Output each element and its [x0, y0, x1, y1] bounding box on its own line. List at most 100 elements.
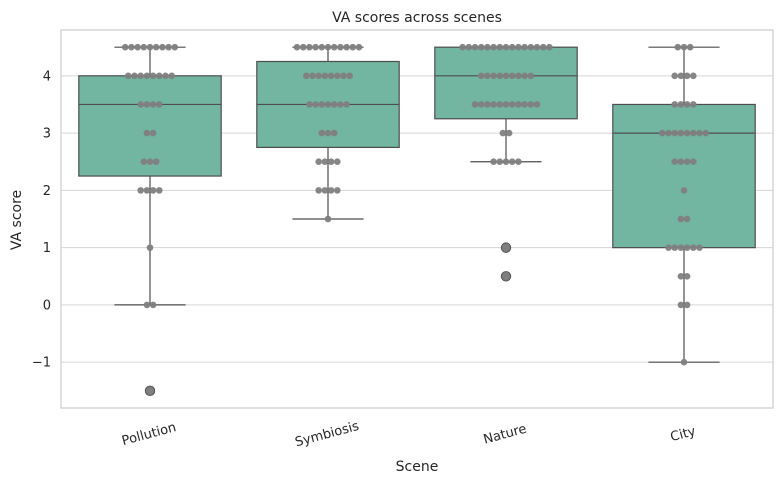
y-axis-label: VA score	[9, 190, 25, 250]
swarm-point	[484, 43, 491, 51]
swarm-point	[162, 72, 169, 80]
swarm-symbiosis	[293, 43, 363, 223]
swarm-point	[490, 72, 497, 80]
swarm-point	[484, 72, 491, 80]
swarm-point	[683, 215, 691, 223]
swarm-point	[324, 101, 332, 108]
swarm-point	[508, 43, 516, 51]
swarm-point	[337, 101, 344, 108]
swarm-point	[159, 43, 166, 51]
swarm-point	[330, 101, 338, 108]
swarm-point	[330, 43, 338, 51]
swarm-point	[671, 158, 678, 166]
swarm-point	[686, 43, 694, 51]
y-tick-label: 3	[43, 127, 51, 142]
y-tick-label: 2	[43, 184, 51, 199]
swarm-point	[515, 158, 522, 166]
swarm-point	[683, 129, 691, 137]
boxes-layer	[78, 46, 756, 397]
x-axis-label: Scene	[396, 459, 439, 475]
swarm-point	[299, 43, 307, 51]
swarm-point	[671, 244, 678, 251]
swarm-point	[683, 272, 691, 280]
swarm-point	[527, 43, 535, 51]
y-tick-label: −1	[32, 356, 51, 371]
swarm-point	[334, 158, 341, 166]
swarm-point	[318, 129, 326, 137]
swarm-point	[677, 215, 685, 223]
swarm-point	[502, 158, 510, 166]
swarm-point	[671, 101, 678, 108]
box-pollution	[78, 46, 222, 397]
swarm-point	[696, 129, 703, 137]
swarm-point	[318, 43, 326, 51]
swarm-point	[683, 101, 691, 108]
swarm-point	[521, 72, 528, 80]
swarm-point	[696, 244, 703, 251]
swarm-point	[343, 101, 350, 108]
swarm-point	[143, 301, 151, 309]
swarm-point	[690, 72, 697, 80]
swarm-point	[496, 43, 504, 51]
swarm-point	[490, 101, 497, 108]
swarm-point	[143, 129, 151, 137]
swarm-point	[671, 129, 678, 137]
swarm-point	[515, 101, 522, 108]
swarm-point	[306, 101, 313, 108]
x-tick-labels: Pollution Symbiosis Nature City	[120, 419, 697, 451]
swarm-point	[315, 187, 323, 194]
points-layer	[121, 43, 709, 395]
swarm-point	[140, 158, 148, 166]
swarm-point	[477, 101, 485, 108]
swarm-point	[334, 187, 341, 194]
swarm-point	[465, 43, 473, 51]
swarm-point	[137, 101, 144, 108]
swarm-point	[471, 101, 479, 108]
x-tick-label: Nature	[482, 422, 528, 448]
swarm-point	[680, 43, 688, 51]
iqr-box	[612, 103, 756, 249]
swarm-point	[502, 43, 510, 51]
swarm-point	[171, 43, 179, 51]
swarm-point	[508, 101, 516, 108]
swarm-point	[143, 72, 151, 80]
swarm-point	[490, 43, 497, 51]
swarm-point	[683, 158, 691, 166]
swarm-point	[121, 43, 129, 51]
swarm-point	[490, 158, 497, 166]
swarm-point	[680, 187, 688, 194]
swarm-city	[659, 43, 709, 366]
swarm-point	[146, 43, 154, 51]
swarm-point	[659, 129, 666, 137]
swarm-point	[521, 43, 528, 51]
swarm-point	[702, 129, 709, 137]
swarm-point	[502, 72, 510, 80]
swarm-point	[309, 72, 316, 80]
swarm-point	[690, 244, 697, 251]
swarm-point	[152, 43, 160, 51]
swarm-point	[327, 187, 335, 194]
swarm-point	[330, 129, 338, 137]
y-tick-label: 4	[43, 69, 51, 84]
swarm-point	[502, 272, 510, 280]
swarm-point	[293, 43, 301, 51]
x-tick-label: City	[669, 424, 698, 445]
swarm-point	[677, 129, 685, 137]
swarm-point	[343, 43, 350, 51]
swarm-point	[683, 244, 691, 251]
swarm-point	[677, 272, 685, 280]
swarm-point	[484, 101, 491, 108]
swarm-point	[125, 72, 132, 80]
swarm-point	[128, 43, 135, 51]
swarm-point	[499, 129, 507, 137]
swarm-point	[303, 72, 310, 80]
swarm-point	[137, 72, 144, 80]
swarm-point	[315, 72, 323, 80]
swarm-point	[677, 244, 685, 251]
swarm-point	[527, 101, 535, 108]
swarm-point	[327, 158, 335, 166]
swarm-point	[505, 129, 513, 137]
swarm-point	[131, 72, 138, 80]
swarm-point	[156, 101, 163, 108]
